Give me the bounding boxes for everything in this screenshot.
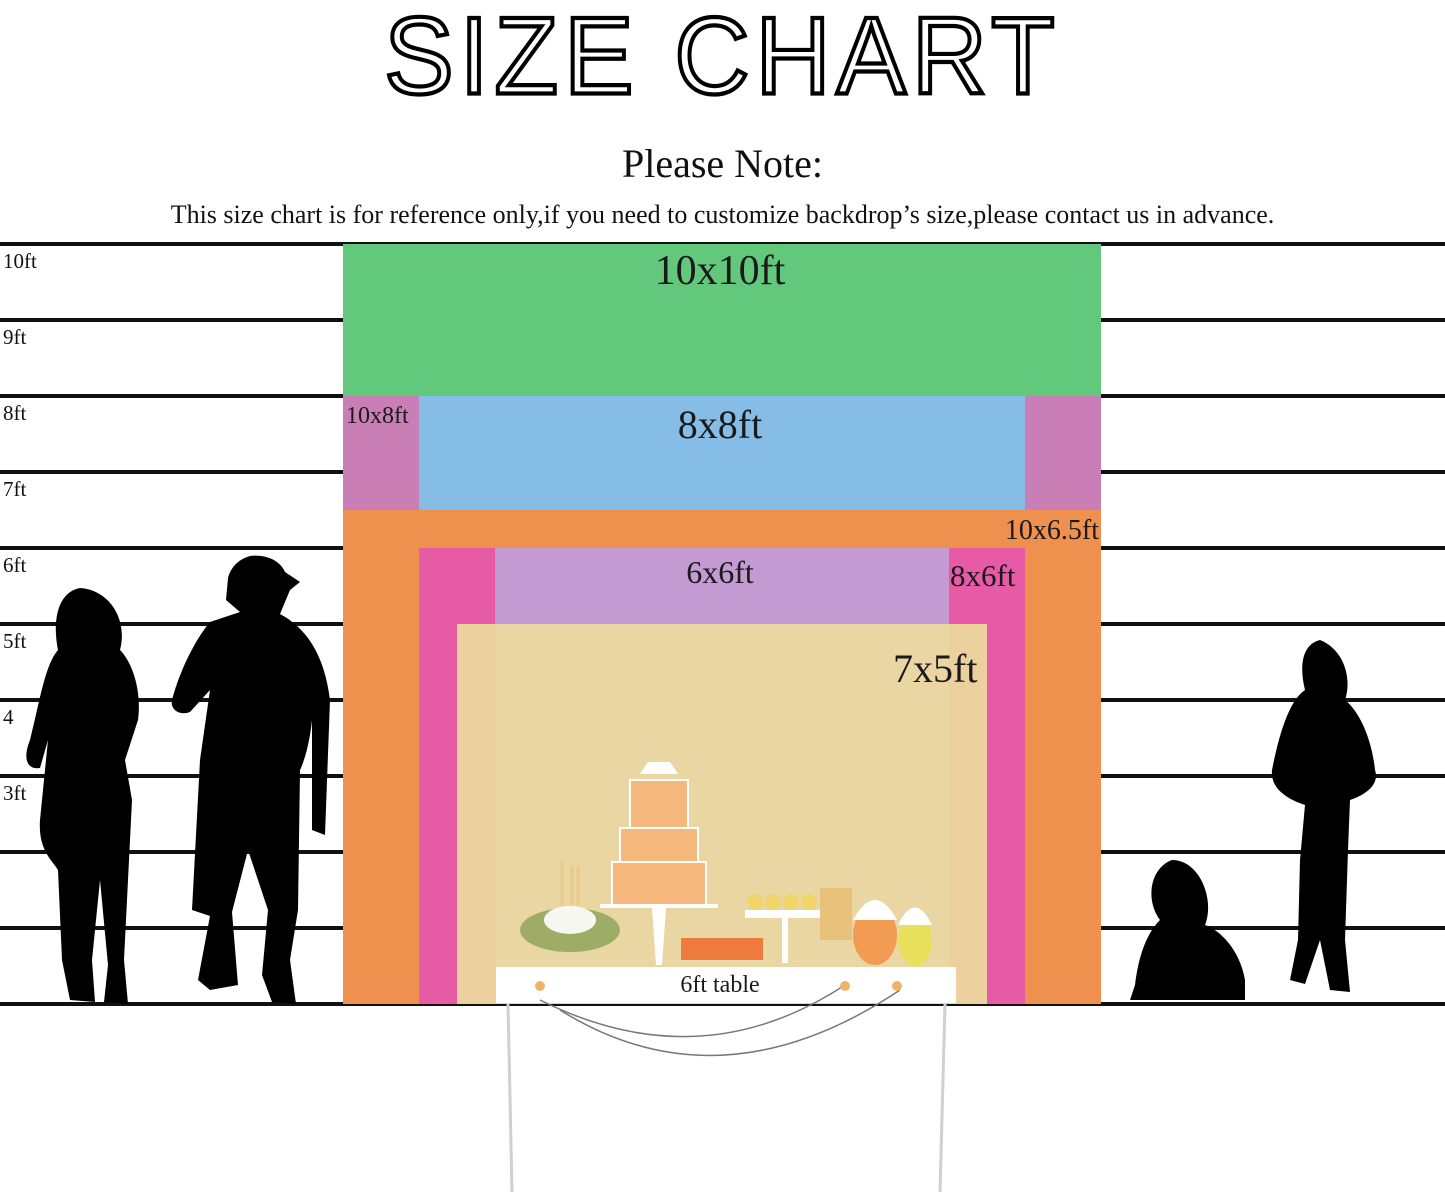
backdrop-label-8x8: 8x8ft [677,402,763,447]
man-silhouette [171,555,330,1004]
table-label: 6ft table [680,972,760,998]
height-label-4ft: 4 [3,705,14,729]
candy-jars-icon [853,900,932,966]
backdrop-label-7x5: 7x5ft [893,646,978,691]
note-heading: Please Note: [621,141,824,186]
tassel-garland-icon [535,981,902,1057]
woman-silhouette [26,588,139,1004]
cupcakes-icon [745,894,821,963]
height-label-3ft: 3ft [3,781,27,805]
note-text: This size chart is for reference only,if… [170,200,1275,229]
cake-icon [600,762,718,965]
size-chart-title: SIZE CHART [382,0,1061,120]
table-legs [506,1003,947,1193]
girl-silhouette [1271,640,1376,992]
height-label-6ft: 6ft [3,553,27,577]
baby-silhouette [1130,860,1245,1000]
height-label-8ft: 8ft [3,401,27,425]
backdrop-label-6x6: 6x6ft [686,554,754,590]
height-line-0ft [0,1002,1445,1006]
height-label-7ft: 7ft [3,477,27,501]
backdrop-label-10x10: 10x10ft [654,248,786,294]
height-label-9ft: 9ft [3,325,27,349]
backdrop-label-10x6.5: 10x6.5ft [1004,515,1099,546]
straws-jar-icon [820,888,852,940]
height-label-5ft: 5ft [3,629,27,653]
cake-pops-icon [681,938,763,960]
backdrop-label-10x8: 10x8ft [346,403,409,429]
flowers-icon [520,862,620,952]
height-label-10ft: 10ft [3,249,37,273]
table-top [496,967,956,1003]
backdrop-label-8x6: 8x6ft [950,558,1016,593]
